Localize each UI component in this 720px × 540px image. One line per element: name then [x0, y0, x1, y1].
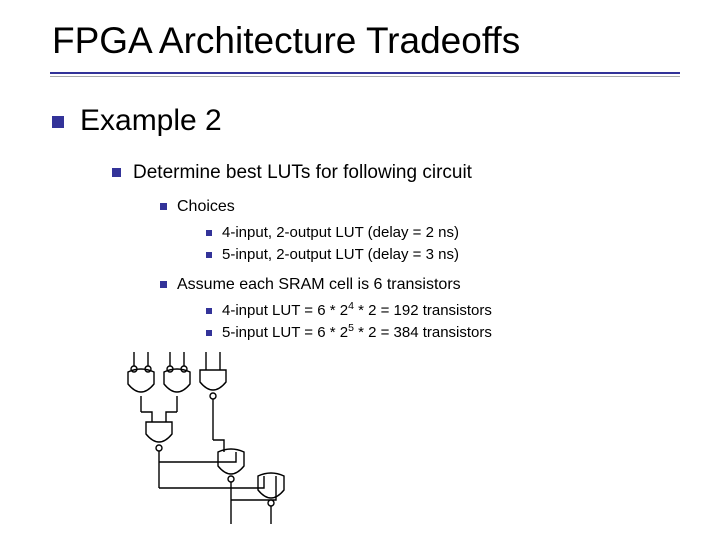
l1-text: Example 2 [80, 104, 222, 137]
slide-title: FPGA Architecture Tradeoffs [52, 20, 520, 61]
bullet-level4-choice1: 4‑input, 2‑output LUT (delay = 2 ns) [206, 224, 459, 241]
l4a1-text: 4‑input, 2‑output LUT (delay = 2 ns) [222, 224, 459, 241]
circuit-diagram [106, 352, 306, 540]
l4a2-text: 5‑input, 2‑output LUT (delay = 3 ns) [222, 246, 459, 263]
bullet-level2: Determine best LUTs for following circui… [112, 162, 472, 184]
l4b2-post: * 2 = 384 transistors [354, 324, 492, 341]
bullet-level4-calc2: 5‑input LUT = 6 * 25 * 2 = 384 transisto… [206, 324, 492, 341]
bullet-icon [112, 168, 121, 177]
title-underline [50, 72, 680, 74]
l2-text: Determine best LUTs for following circui… [133, 162, 472, 183]
bullet-level3-assume: Assume each SRAM cell is 6 transistors [160, 276, 461, 294]
l4b1-pre: 4‑input LUT = 6 * 2 [222, 302, 348, 319]
bullet-icon [206, 230, 212, 236]
title-underline-shadow [50, 76, 680, 77]
bullet-icon [160, 281, 167, 288]
title-wrap: FPGA Architecture Tradeoffs [52, 20, 692, 62]
bullet-icon [206, 308, 212, 314]
bullet-icon [52, 116, 64, 128]
l3a-text: Choices [177, 198, 235, 215]
slide: FPGA Architecture Tradeoffs Example 2 De… [0, 0, 720, 540]
bullet-level3-choices: Choices [160, 198, 235, 216]
l4b1-post: * 2 = 192 transistors [354, 302, 492, 319]
bullet-level4-choice2: 5‑input, 2‑output LUT (delay = 3 ns) [206, 246, 459, 263]
bullet-level1: Example 2 [52, 104, 222, 138]
bullet-icon [160, 203, 167, 210]
l4b2-pre: 5‑input LUT = 6 * 2 [222, 324, 348, 341]
bullet-icon [206, 252, 212, 258]
bullet-level4-calc1: 4‑input LUT = 6 * 24 * 2 = 192 transisto… [206, 302, 492, 319]
l3b-text: Assume each SRAM cell is 6 transistors [177, 276, 461, 293]
circuit-svg [106, 352, 306, 540]
bullet-icon [206, 330, 212, 336]
